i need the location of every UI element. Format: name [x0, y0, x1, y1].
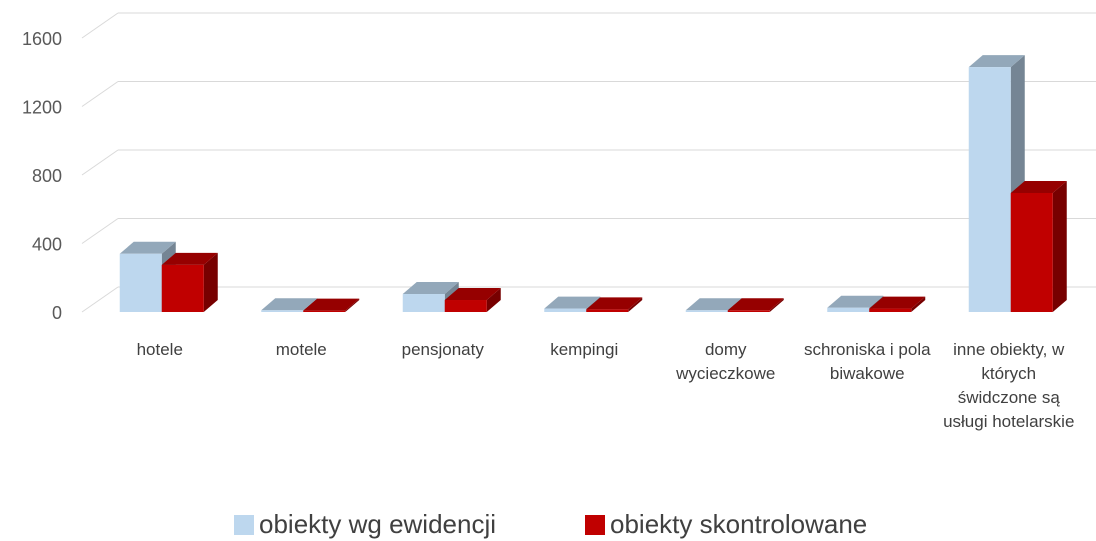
bar	[402, 294, 445, 312]
grid-line	[81, 286, 119, 313]
bar-top	[827, 295, 884, 308]
grid-line	[81, 81, 119, 107]
bar-top	[968, 55, 1025, 68]
x-tick-label: hotele	[136, 340, 183, 359]
bar	[869, 308, 912, 312]
legend-label: obiekty wg ewidencji	[259, 509, 496, 539]
bar	[261, 310, 304, 312]
bar-side	[203, 252, 218, 312]
bar	[544, 308, 587, 312]
x-tick-label: kempingi	[550, 340, 619, 359]
bar	[1010, 192, 1053, 312]
y-tick-label: 1200	[22, 97, 62, 117]
bar-side	[628, 297, 643, 312]
bar	[303, 310, 346, 312]
bar	[444, 300, 487, 312]
bar-side	[911, 296, 926, 312]
bar-side	[486, 288, 501, 312]
bar-side	[345, 298, 360, 312]
legend-swatch	[585, 515, 605, 535]
bar-top	[586, 297, 643, 310]
bar-top	[444, 288, 501, 301]
bar-top	[1010, 180, 1067, 193]
x-tick-label: pensjonaty	[401, 340, 484, 359]
bar-top	[727, 298, 784, 311]
bar-side	[1052, 180, 1067, 312]
bar-side	[769, 298, 784, 312]
bar	[727, 310, 770, 312]
bar	[586, 309, 629, 312]
grid-line	[81, 218, 119, 244]
bar-top	[261, 298, 318, 311]
bar	[685, 310, 728, 312]
legend-swatch	[234, 515, 254, 535]
y-tick-label: 0	[52, 303, 62, 323]
grid-line	[81, 149, 119, 176]
x-tick-label: schroniska i pola biwakowe	[803, 340, 931, 383]
bar-top	[303, 298, 360, 311]
bar	[827, 307, 870, 312]
x-tick-label: domy wycieczkowe	[676, 340, 776, 383]
bar-top	[161, 252, 218, 265]
x-tick-label: inne obiekty, w których świdczone są usł…	[943, 340, 1075, 431]
grid-line	[81, 12, 119, 39]
y-tick-label: 1600	[22, 29, 62, 49]
bar	[968, 67, 1011, 312]
bar-top	[119, 241, 176, 254]
bar-top	[869, 296, 926, 309]
x-tick-label: motele	[275, 340, 327, 359]
legend-label: obiekty skontrolowane	[610, 509, 867, 539]
y-tick-label: 400	[32, 234, 62, 254]
y-tick-label: 800	[32, 166, 62, 186]
bar-top	[402, 282, 459, 295]
bar	[161, 264, 204, 312]
bar	[119, 253, 162, 312]
bar-top	[685, 298, 742, 311]
bar-top	[544, 296, 601, 309]
